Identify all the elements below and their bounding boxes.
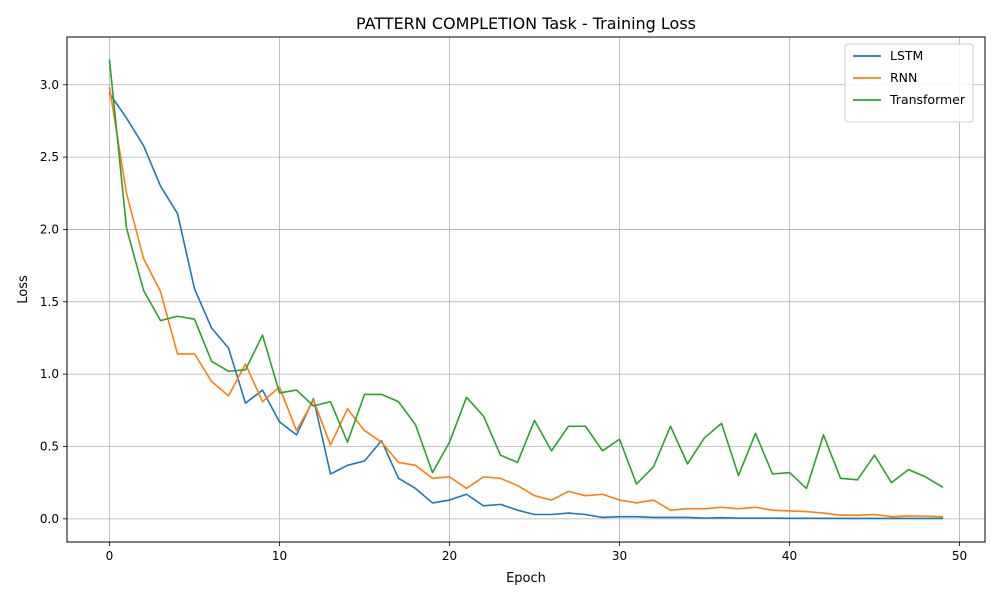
legend-label-transformer: Transformer — [889, 92, 966, 107]
series-line-rnn — [108, 86, 944, 518]
x-tick-label: 0 — [106, 549, 114, 563]
x-tick-label: 50 — [952, 549, 967, 563]
series-line-transformer — [108, 59, 944, 490]
x-tick-label: 10 — [272, 549, 287, 563]
y-tick-label: 0.5 — [40, 439, 59, 453]
chart-title: PATTERN COMPLETION Task - Training Loss — [356, 14, 696, 33]
legend-label-rnn: RNN — [890, 70, 917, 85]
legend-label-lstm: LSTM — [890, 48, 923, 63]
plot-area-frame — [66, 36, 986, 543]
y-tick-label: 3.0 — [40, 78, 59, 92]
legend-box — [844, 43, 974, 123]
x-tick-label: 20 — [442, 549, 457, 563]
x-tick-label: 40 — [782, 549, 797, 563]
y-tick-label: 1.5 — [40, 295, 59, 309]
y-tick-label: 2.0 — [40, 222, 59, 236]
y-tick-label: 2.5 — [40, 150, 59, 164]
x-tick-label: 30 — [612, 549, 627, 563]
y-tick-label: 0.0 — [40, 512, 59, 526]
series-line-lstm — [108, 92, 944, 520]
axis-ticks: 0 10 20 30 40 50 0.0 0.5 1.0 1.5 2.0 2.5 3.0 — [40, 78, 967, 563]
series-lines — [108, 59, 944, 520]
legend: LSTM RNN Transformer — [844, 43, 974, 123]
x-axis-label: Epoch — [506, 571, 546, 586]
y-axis-label: Loss — [16, 275, 31, 304]
y-tick-label: 1.0 — [40, 367, 59, 381]
